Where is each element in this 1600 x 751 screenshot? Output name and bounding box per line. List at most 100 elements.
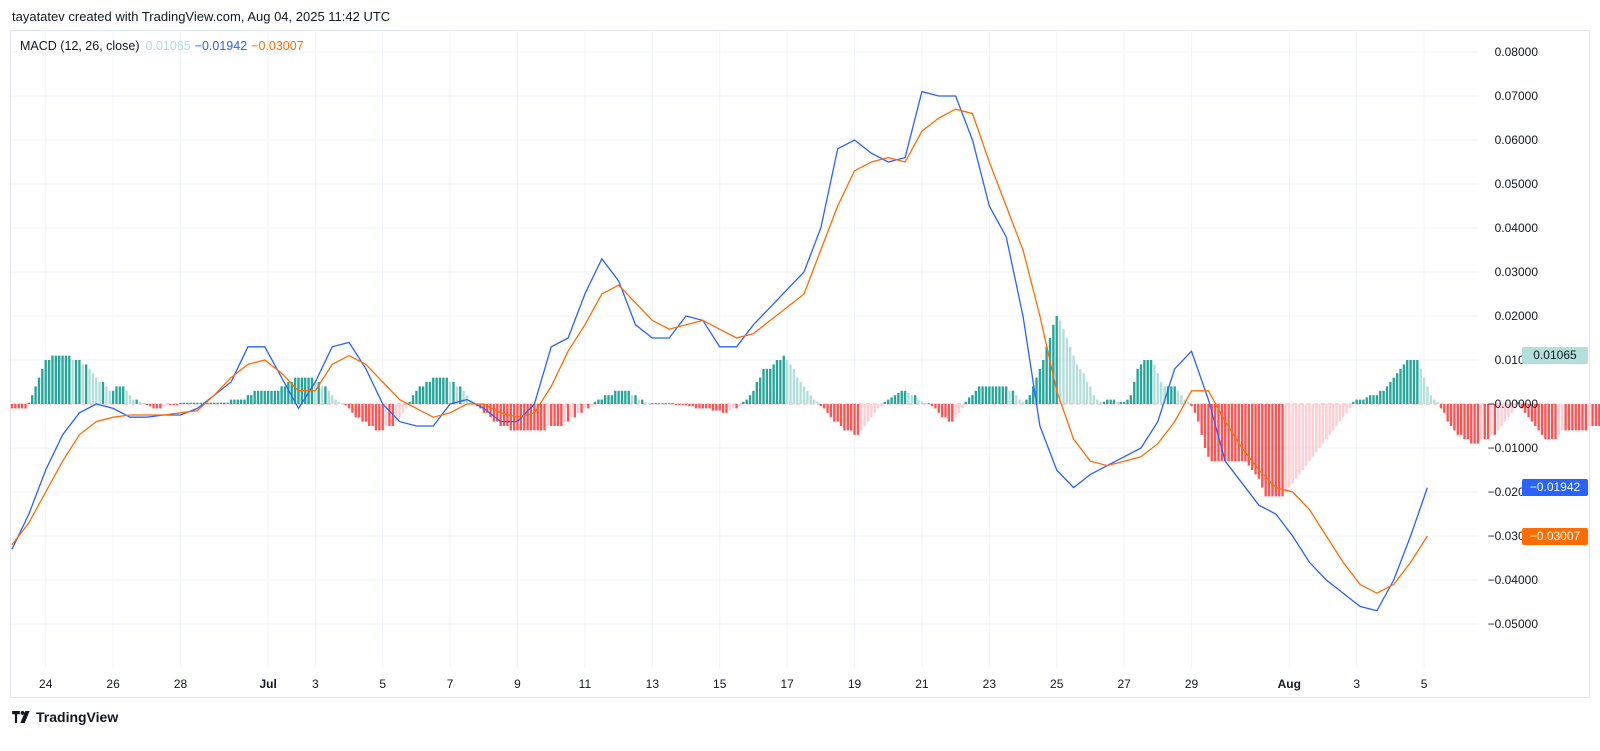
histogram-bar [533,404,536,431]
histogram-bar [853,404,856,435]
histogram-bar [145,404,148,405]
histogram-bar [836,404,839,422]
histogram-bar [1500,404,1503,426]
histogram-bar [132,399,135,404]
histogram-bar [1291,404,1294,484]
histogram-bar [189,402,192,404]
y-tick-label: −0.00000 [1488,397,1539,411]
histogram-bar [20,404,24,409]
histogram-bar [1170,386,1173,404]
histogram-bar [1567,404,1571,431]
histogram-bar [327,390,330,404]
macd-line [11,90,1429,612]
x-tick-label: 7 [447,677,454,691]
histogram-bar [792,368,796,404]
histogram-bar [1227,404,1230,462]
histogram-bar [374,404,378,431]
histogram-bar [361,404,364,422]
histogram-bar [694,404,698,409]
histogram-bar [951,404,954,422]
histogram-bar [1005,386,1008,404]
histogram-bar [1126,399,1129,404]
indicator-legend[interactable]: MACD (12, 26, close) 0.01065 −0.01942 −0.03… [20,39,310,53]
histogram-bar [37,377,41,404]
histogram-bar [1143,360,1146,404]
histogram-bar [192,402,196,404]
histogram-bar [68,355,71,404]
histogram-bar [250,395,253,404]
histogram-bar [705,404,708,409]
histogram-bar [1365,397,1368,404]
histogram-bar [148,404,152,407]
histogram-bar [903,390,907,404]
x-tick-label: Jul [259,677,276,691]
histogram-bar [1294,404,1298,479]
histogram-bar [101,382,105,404]
tradingview-logo[interactable]: TradingView [12,709,118,725]
histogram-bar [41,368,44,404]
histogram-bar [701,404,705,409]
histogram-bar [1217,404,1220,462]
histogram-bar [1021,401,1025,404]
histogram-bar [860,404,863,431]
histogram-bar [172,404,175,406]
histogram-bar [58,355,61,404]
histogram-bar [105,386,108,404]
histogram-bar [539,404,543,431]
histogram-bar [509,404,512,431]
histogram-bar [1186,401,1190,404]
histogram-bar [1513,404,1517,409]
histogram-bar [1288,404,1291,488]
histogram-bar [1490,404,1493,435]
histogram-bar [88,368,91,404]
histogram-bar [1281,404,1284,497]
histogram-bar [1018,399,1021,404]
histogram-bar [1584,404,1588,431]
histogram-bar [593,401,597,404]
histogram-bar [1480,404,1483,440]
histogram-bar [940,404,944,418]
histogram-bar [937,404,940,413]
histogram-bar [920,401,924,404]
histogram-bar [661,403,664,405]
histogram-bar [866,404,870,422]
histogram-bar [967,397,971,404]
histogram-bar [1446,404,1449,422]
histogram-bar [239,399,243,404]
histogram-bar [1443,404,1446,413]
histogram-bar [448,382,452,404]
y-tick-label: −0.05000 [1488,617,1539,631]
histogram-bar [829,404,833,418]
histogram-bar [728,404,732,411]
y-tick-label: 0.05000 [1495,177,1539,191]
histogram-bar [600,399,603,404]
histogram-bar [1598,404,1600,426]
histogram-bar [199,402,202,404]
histogram-bar [1193,404,1197,413]
histogram-bar [708,404,711,409]
indicator-lines [11,90,1429,612]
histogram-bar [1355,399,1358,404]
histogram-bar [324,386,327,404]
histogram-bar [843,404,846,431]
histogram-bar [496,404,499,422]
histogram-bar [603,395,607,404]
histogram-bar [617,390,620,404]
histogram-bar [213,402,216,404]
histogram-bar [738,404,742,407]
histogram-bar [597,399,600,404]
histogram-bar [1554,404,1557,440]
histogram-bar [290,382,293,404]
histogram-bar [34,386,37,404]
x-tick-label: 19 [848,677,862,691]
histogram-bar [357,404,361,418]
legend-histogram-value: 0.01065 [145,39,191,53]
histogram-bar [108,390,111,404]
histogram-bar [873,404,876,413]
histogram-bar [459,386,462,404]
histogram-bar [1277,404,1281,497]
histogram-bar [1015,395,1018,404]
histogram-bar [125,390,128,404]
histogram-bar [651,403,654,405]
